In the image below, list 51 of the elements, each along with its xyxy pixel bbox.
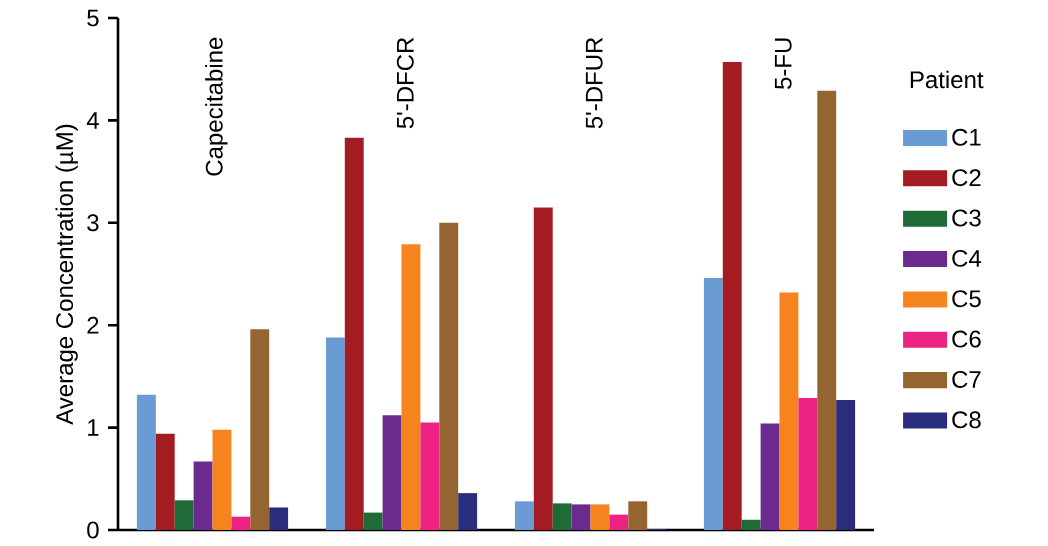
y-tick-label: 5 xyxy=(87,9,99,27)
bar xyxy=(514,501,534,530)
bar xyxy=(269,507,289,530)
y-tick-label: 3 xyxy=(87,214,99,232)
x-tick-label: 5'-DFUR xyxy=(585,37,603,129)
legend-label: C3 xyxy=(952,209,981,227)
legend-label: C5 xyxy=(952,290,981,308)
bar xyxy=(363,512,383,530)
bar xyxy=(741,519,761,530)
x-tick-label: 5'-DFCR xyxy=(396,37,414,129)
legend-label: C8 xyxy=(952,411,981,429)
bar xyxy=(722,62,742,530)
legend-label: C4 xyxy=(952,249,982,267)
bar xyxy=(420,422,440,530)
x-tick-label: Capecitabine xyxy=(205,37,228,176)
x-tick-label: 5-FU xyxy=(774,38,792,89)
bar xyxy=(836,399,856,530)
bar xyxy=(703,278,723,530)
bar xyxy=(571,504,591,530)
bar xyxy=(628,501,648,530)
bar xyxy=(458,493,478,530)
y-axis-title: Average Concentration (µM) xyxy=(55,124,78,425)
bar xyxy=(174,500,194,530)
bar xyxy=(325,337,345,530)
bar xyxy=(590,504,610,530)
bar xyxy=(155,433,175,530)
y-tick-label: 4 xyxy=(86,112,99,129)
bar xyxy=(552,503,572,530)
legend-label: C2 xyxy=(952,169,981,187)
bar xyxy=(344,137,364,530)
bar xyxy=(231,516,251,530)
bar xyxy=(533,207,553,530)
bar xyxy=(136,394,156,530)
bar xyxy=(250,329,270,530)
bar xyxy=(760,423,780,530)
bar xyxy=(193,461,213,530)
legend-title: Patient xyxy=(910,70,984,89)
legend-label: C6 xyxy=(952,330,981,348)
bar xyxy=(779,292,799,530)
bar xyxy=(609,514,629,530)
y-tick-label: 1 xyxy=(88,419,99,436)
bar xyxy=(401,244,421,530)
bar xyxy=(798,397,818,530)
bar xyxy=(439,222,459,530)
y-tick-label: 2 xyxy=(87,316,99,334)
legend-label: C1 xyxy=(952,128,981,146)
y-tick-label: 0 xyxy=(87,521,99,539)
bar xyxy=(382,415,402,530)
legend-label: C7 xyxy=(952,370,981,388)
bar xyxy=(212,429,232,530)
bar xyxy=(817,90,837,530)
